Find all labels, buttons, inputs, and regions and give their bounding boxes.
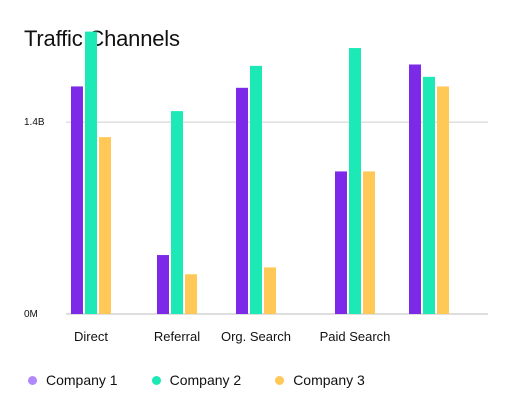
legend-item: Company 3: [275, 372, 365, 388]
y-tick-label: 1.4B: [24, 117, 45, 128]
bar: [236, 87, 248, 314]
x-axis-categories: Direct Referral Org. Search Paid Search: [74, 329, 390, 344]
bar: [437, 86, 449, 315]
bar: [99, 137, 111, 314]
bar: [185, 274, 197, 314]
x-category-label: Direct: [74, 329, 108, 344]
x-category-label: Referral: [154, 329, 200, 344]
bar: [157, 255, 169, 314]
bar: [349, 48, 361, 315]
legend-label: Company 3: [293, 372, 365, 388]
y-axis-ticks: 0M 1.4B: [24, 117, 45, 320]
bar: [250, 65, 262, 314]
legend-label: Company 2: [169, 372, 242, 388]
legend-item: Company 1: [28, 372, 118, 388]
legend-dot-icon: [275, 375, 285, 385]
x-category-label: Paid Search: [320, 329, 391, 344]
bar: [423, 76, 435, 314]
bar: [264, 267, 276, 314]
bar: [71, 86, 83, 315]
y-tick-label: 0M: [24, 309, 38, 320]
bar: [171, 111, 183, 315]
bar: [409, 64, 421, 314]
legend-label: Company 1: [46, 372, 118, 388]
x-category-label: Org. Search: [221, 329, 291, 344]
bars: [71, 31, 449, 315]
bar: [363, 171, 375, 314]
chart-legend: Company 1 Company 2 Company 3: [28, 372, 399, 388]
chart-title: Traffic Channels: [24, 26, 180, 51]
legend-dot-icon: [151, 375, 161, 385]
bar: [335, 171, 347, 314]
legend-dot-icon: [28, 375, 37, 385]
legend-item: Company 2: [151, 372, 242, 388]
bar: [85, 31, 97, 314]
